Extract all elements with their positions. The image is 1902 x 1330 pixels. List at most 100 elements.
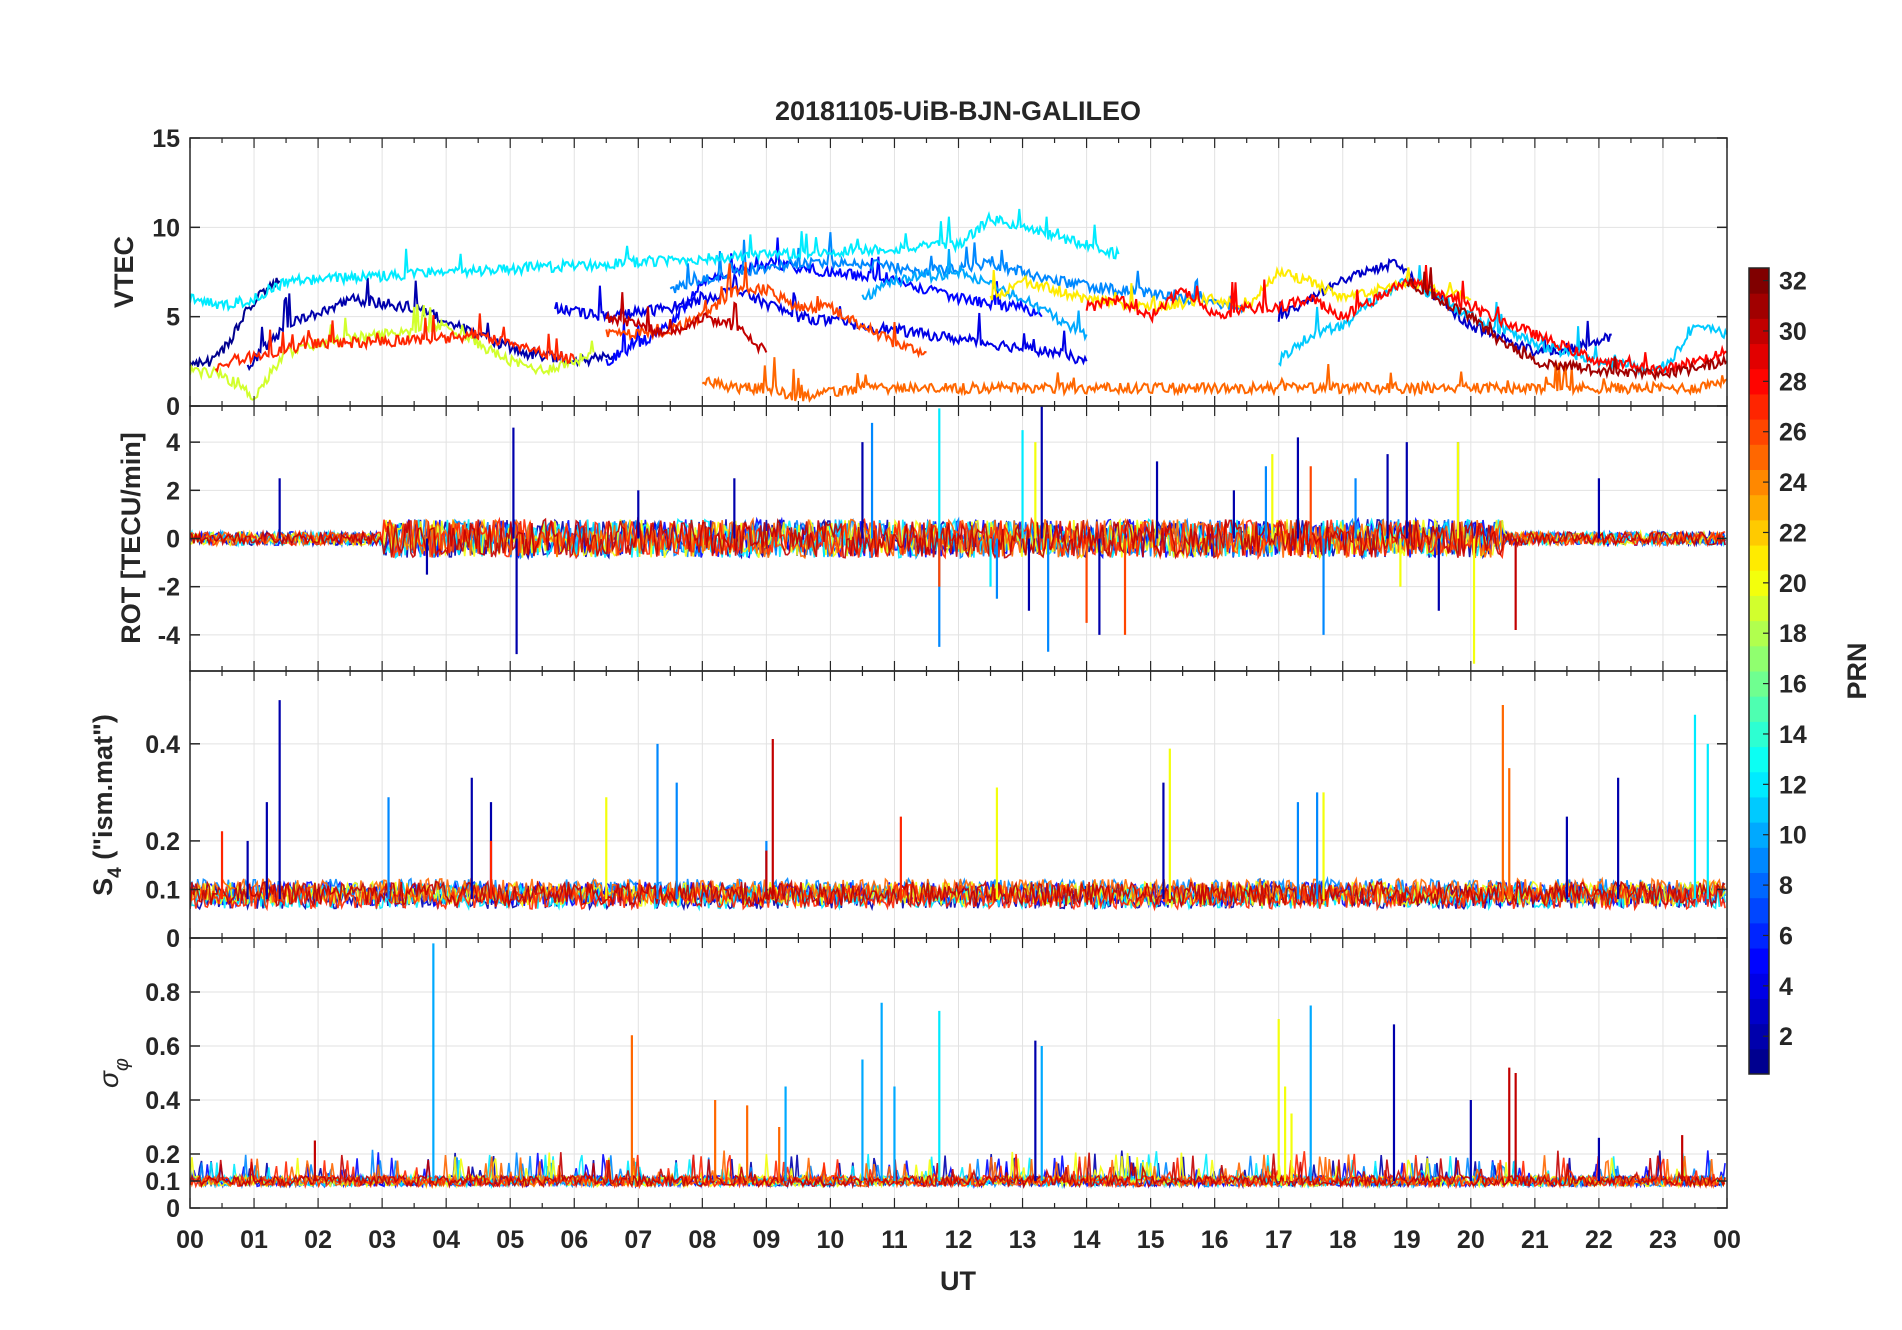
colorbar-band <box>1749 318 1769 345</box>
s4-ylabel: S4 ("ism.mat") <box>88 714 126 896</box>
x-tick-label: 07 <box>624 1226 652 1254</box>
colorbar-tick-label: 16 <box>1779 671 1807 699</box>
colorbar-tick-label: 10 <box>1779 822 1807 850</box>
rot-trace-prn-25 <box>190 516 1726 560</box>
x-tick-label: 09 <box>752 1226 780 1254</box>
colorbar-tick-label: 22 <box>1779 519 1807 547</box>
y-tick-label: 0.1 <box>145 1168 180 1196</box>
s4-series <box>190 700 1726 912</box>
x-tick-label: 23 <box>1649 1226 1677 1254</box>
panel-vtec: 0 5 10 15 VTEC <box>109 125 1728 421</box>
vtec-series-line-prn-30 <box>605 292 768 355</box>
y-tick-label: 0 <box>166 393 180 421</box>
colorbar-band <box>1749 469 1769 496</box>
x-tick-label: 12 <box>945 1226 973 1254</box>
sigma-phi-ylabel: σφ <box>93 1058 133 1088</box>
y-tick-label: -4 <box>158 622 180 650</box>
colorbar-tick-label: 26 <box>1779 419 1807 447</box>
colorbar-band <box>1749 922 1769 949</box>
colorbar-tick-label: 32 <box>1779 268 1807 296</box>
colorbar-tick-label: 20 <box>1779 570 1807 598</box>
colorbar-band <box>1749 696 1769 722</box>
colorbar-band <box>1749 545 1769 571</box>
colorbar-band <box>1749 847 1769 873</box>
vtec-series-line-prn-27 <box>214 313 576 373</box>
colorbar-band <box>1749 897 1769 924</box>
y-tick-label: 0.6 <box>145 1033 180 1061</box>
colorbar-tick-label: 14 <box>1779 721 1807 749</box>
colorbar-band <box>1749 343 1769 370</box>
y-tick-label: 0.4 <box>145 1087 180 1115</box>
panel-rot: -4 -2 0 2 4 ROT [TECU/min] <box>116 405 1728 672</box>
y-tick-label: -2 <box>158 574 180 602</box>
vtec-series-line-prn-25 <box>701 357 1727 403</box>
rot-ylabel: ROT [TECU/min] <box>116 432 146 643</box>
colorbar-frame <box>1748 267 1770 1075</box>
x-tick-label: 20 <box>1457 1226 1485 1254</box>
x-tick-label: 04 <box>432 1226 460 1254</box>
y-tick-label: 0.4 <box>145 731 180 759</box>
x-tick-label: 17 <box>1265 1226 1293 1254</box>
y-tick-label: 0 <box>166 925 180 953</box>
vtec-series-line-prn-12 <box>190 208 1120 312</box>
colorbar-band <box>1749 595 1769 622</box>
colorbar-tick-label: 8 <box>1779 872 1793 900</box>
colorbar-band <box>1749 1048 1769 1075</box>
y-tick-label: 2 <box>166 477 180 505</box>
sigma-phi-series <box>190 943 1726 1190</box>
vtec-ylabel: VTEC <box>109 236 139 308</box>
vtec-series-line-prn-31 <box>1406 267 1727 382</box>
colorbar-tick-label: 28 <box>1779 368 1807 396</box>
x-tick-label: 10 <box>817 1226 845 1254</box>
colorbar-band <box>1749 771 1769 798</box>
colorbar-tick-label: 2 <box>1779 1023 1793 1051</box>
colorbar-band <box>1749 393 1769 420</box>
x-tick-label: 00 <box>176 1226 204 1254</box>
colorbar-band <box>1749 948 1769 974</box>
y-tick-label: 0 <box>166 526 180 554</box>
colorbar-tick-label: 4 <box>1779 973 1793 1001</box>
colorbar-band <box>1749 746 1769 773</box>
y-tick-label: 0.2 <box>145 1141 180 1169</box>
colorbar-band <box>1749 293 1769 319</box>
vtec-series <box>190 208 1727 403</box>
x-tick-label: 11 <box>881 1226 908 1254</box>
colorbar-band <box>1749 368 1769 395</box>
vtec-series-line-prn-1 <box>190 277 281 369</box>
x-tick-label: 19 <box>1393 1226 1421 1254</box>
colorbar-tick-label: 24 <box>1779 469 1807 497</box>
colorbar-band <box>1749 671 1769 697</box>
colorbar-label: PRN <box>1842 642 1872 699</box>
vtec-series-line-prn-5 <box>605 237 1043 366</box>
rot-axes: -4 -2 0 2 4 <box>158 405 1728 672</box>
colorbar-band <box>1749 872 1769 899</box>
rot-trace-prn-30 <box>190 516 1726 560</box>
x-tick-label: 02 <box>304 1226 332 1254</box>
s4-trace-prn-30 <box>190 879 1726 909</box>
colorbar-band <box>1749 620 1769 647</box>
y-tick-label: 0.1 <box>145 876 180 904</box>
x-axis-ticklabels: 00 01 02 03 04 05 06 07 08 09 10 11 12 13 14 15 16 17 18 19… <box>176 1226 1741 1254</box>
colorbar-tick-label: 18 <box>1779 620 1807 648</box>
colorbar-band <box>1749 721 1769 748</box>
x-tick-label: 22 <box>1585 1226 1613 1254</box>
y-tick-label: 5 <box>166 304 180 332</box>
colorbar-band <box>1749 998 1769 1025</box>
y-tick-label: 0.2 <box>145 828 180 856</box>
vtec-series-line-prn-19 <box>190 304 595 401</box>
y-tick-label: 0.8 <box>145 979 180 1007</box>
x-tick-label: 18 <box>1329 1226 1357 1254</box>
colorbar-band <box>1749 973 1769 999</box>
colorbar-band <box>1749 268 1769 294</box>
panel-s4: 0 0.1 0.2 0.4 S4 ("ism.mat") <box>88 670 1728 953</box>
colorbar-band <box>1749 444 1769 470</box>
x-tick-label: 16 <box>1201 1226 1229 1254</box>
y-tick-label: 10 <box>152 214 180 242</box>
rot-series <box>190 406 1726 664</box>
x-tick-label: 00 <box>1713 1226 1741 1254</box>
x-tick-label: 15 <box>1137 1226 1165 1254</box>
colorbar-band <box>1749 494 1769 521</box>
